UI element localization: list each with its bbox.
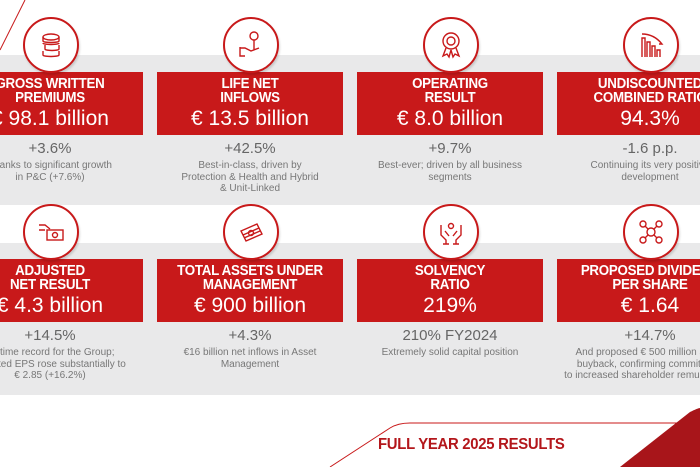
desc-line: Protection & Health and Hybrid [181,171,319,183]
metric-change: +9.7% [428,140,472,157]
metric-description: Extremely solid capital position [337,347,563,359]
metric-title: MANAGEMENT [202,277,298,293]
desc-line: development [621,171,679,183]
footer-title: FULL YEAR 2025 RESULTS [378,436,565,453]
desc-line: Thanks to significant growth [0,160,112,171]
metric-title: RATIO [430,277,470,293]
metric-value: 94.3% [620,107,680,130]
metric-description: Continuing its very positive development [537,160,700,183]
metric-title: OPERATING [412,76,488,92]
desc-line: Best-ever; driven by all business [378,160,522,171]
coins-icon [23,17,79,73]
euro-network-icon [623,204,679,260]
metric-change: +14.5% [24,327,76,344]
metric-title: GROSS WRITTEN [0,76,105,92]
metric-title: TOTAL ASSETS UNDER [177,263,323,279]
metric-title: RESULT [424,90,476,106]
desc-line: And proposed € 500 million share [575,347,700,358]
metric-title: NET RESULT [9,277,90,293]
metric-header: PROPOSED DIVIDEND PER SHARE € 1.64 [557,259,700,322]
award-rosette-icon [423,17,479,73]
metric-description: €16 billion net inflows in Asset Managem… [137,347,363,370]
hands-euro-icon [423,204,479,260]
metric-header: SOLVENCY RATIO 219% [357,259,543,322]
declining-bar-chart-icon [623,17,679,73]
metric-change: +3.6% [28,140,72,157]
metric-value: 219% [423,294,477,317]
metric-change: 210% FY2024 [402,327,498,344]
metric-title: PROPOSED DIVIDEND [580,263,700,279]
metric-description: Best-in-class, driven by Protection & He… [137,160,363,195]
metric-header: GROSS WRITTEN PREMIUMS € 98.1 billion [0,72,143,135]
metric-value: € 98.1 billion [0,107,109,130]
metric-title: LIFE NET [221,76,279,92]
metric-title: UNDISCOUNTED [597,76,700,92]
metric-value: € 900 billion [193,294,307,317]
metric-title: COMBINED RATIO [593,90,700,106]
metric-title: ADJUSTED [15,263,85,279]
hand-banknote-icon [23,204,79,260]
desc-line: € 2.85 (+16.2%) [14,370,86,381]
metric-title: INFLOWS [220,90,280,106]
metric-description: Best-ever; driven by all business segmen… [337,160,563,183]
metric-change: -1.6 p.p. [622,140,678,157]
desc-line: & Unit-Linked [219,183,281,194]
desc-line: adjusted EPS rose substantially to [0,358,126,370]
hand-euro-plant-icon [223,17,279,73]
desc-line: in P&C (+7.6%) [15,171,85,183]
metric-header: LIFE NET INFLOWS € 13.5 billion [157,72,343,135]
metric-change: +4.3% [228,327,272,344]
metric-value: € 13.5 billion [191,107,309,130]
metric-title: PER SHARE [612,277,688,293]
desc-line: Extremely solid capital position [381,347,519,358]
metric-description: And proposed € 500 million share buyback… [537,347,700,382]
desc-line: All-time record for the Group; [0,347,115,358]
metric-title: SOLVENCY [414,263,486,279]
desc-line: Best-in-class, driven by [198,160,302,171]
metric-header: TOTAL ASSETS UNDER MANAGEMENT € 900 bill… [157,259,343,322]
desc-line: buyback, confirming commitment [576,358,700,370]
metric-header: OPERATING RESULT € 8.0 billion [357,72,543,135]
metric-value: € 8.0 billion [396,107,504,130]
metric-title: PREMIUMS [15,90,85,106]
desc-line: segments [428,171,472,183]
metric-description: Thanks to significant growth in P&C (+7.… [0,160,163,183]
metric-value: € 4.3 billion [0,294,104,317]
desc-line: to increased shareholder remuneration [564,370,700,381]
desc-line: €16 billion net inflows in Asset [183,347,317,358]
metric-change: +42.5% [224,140,276,157]
metric-header: UNDISCOUNTED COMBINED RATIO 94.3% [557,72,700,135]
metric-description: All-time record for the Group; adjusted … [0,347,163,382]
metric-change: +14.7% [624,327,676,344]
metric-header: ADJUSTED NET RESULT € 4.3 billion [0,259,143,322]
desc-line: Continuing its very positive [590,160,700,171]
desc-line: Management [220,358,280,370]
banknotes-stack-icon [223,204,279,260]
metric-value: € 1.64 [620,294,680,317]
